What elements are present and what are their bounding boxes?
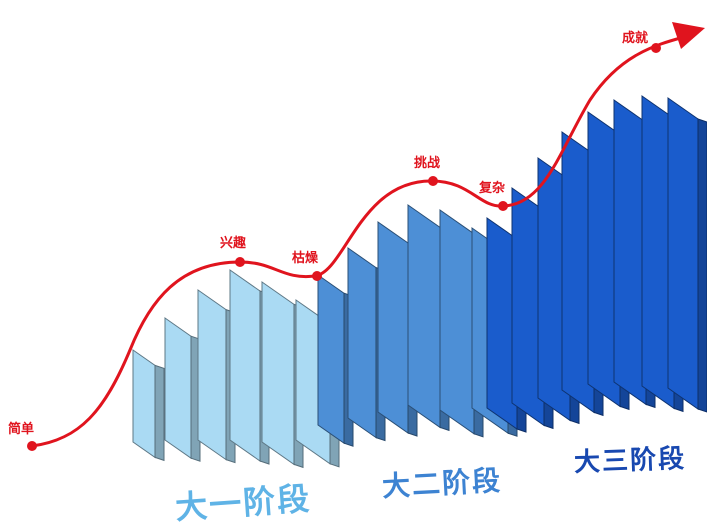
stage-2-panel-2-face — [347, 247, 377, 439]
stage-3-label: 大三阶段 — [573, 444, 687, 478]
label-interest: 兴趣 — [220, 236, 247, 251]
stage-1-panel-3-face — [197, 289, 227, 461]
curve-point-boredom — [312, 271, 322, 281]
stage-1-panel-group — [132, 269, 340, 469]
stage-3-panel-group — [486, 95, 707, 433]
growth-curve — [31, 35, 685, 448]
stage-1-label: 大一阶段 — [173, 479, 313, 527]
stage-2-panel-4-face — [407, 204, 441, 429]
label-achievement: 成就 — [622, 31, 649, 46]
stage-2-label: 大二阶段 — [381, 463, 503, 504]
label-complex: 复杂 — [479, 181, 506, 196]
label-challenge: 挑战 — [414, 156, 441, 171]
stage-2-panel-5-face — [439, 209, 475, 435]
curve-point-simple — [27, 441, 37, 451]
curve-point-challenge — [428, 176, 438, 186]
stage-1-panel-2-face — [164, 317, 192, 460]
label-simple: 简单 — [8, 422, 35, 437]
stage-3-panel-8-face — [667, 97, 699, 410]
stage-2-panel-1-face — [317, 274, 345, 445]
curve-arrowhead — [672, 22, 705, 49]
curve-point-achievement — [651, 43, 661, 53]
label-boredom: 枯燥 — [292, 251, 319, 266]
stage-1-panel-4-face — [229, 269, 261, 462]
stage-3-panel-6-face — [613, 99, 647, 406]
stage-1-panel-5-face — [261, 281, 295, 466]
curve-point-interest — [235, 257, 245, 267]
stage-2-panel-3-face — [377, 221, 409, 434]
stage-3-panel-8-side — [697, 118, 707, 413]
stage-1-panel-1-face — [132, 349, 156, 459]
curve-point-complex — [498, 201, 508, 211]
stage-1-panel-1-side — [154, 364, 165, 462]
